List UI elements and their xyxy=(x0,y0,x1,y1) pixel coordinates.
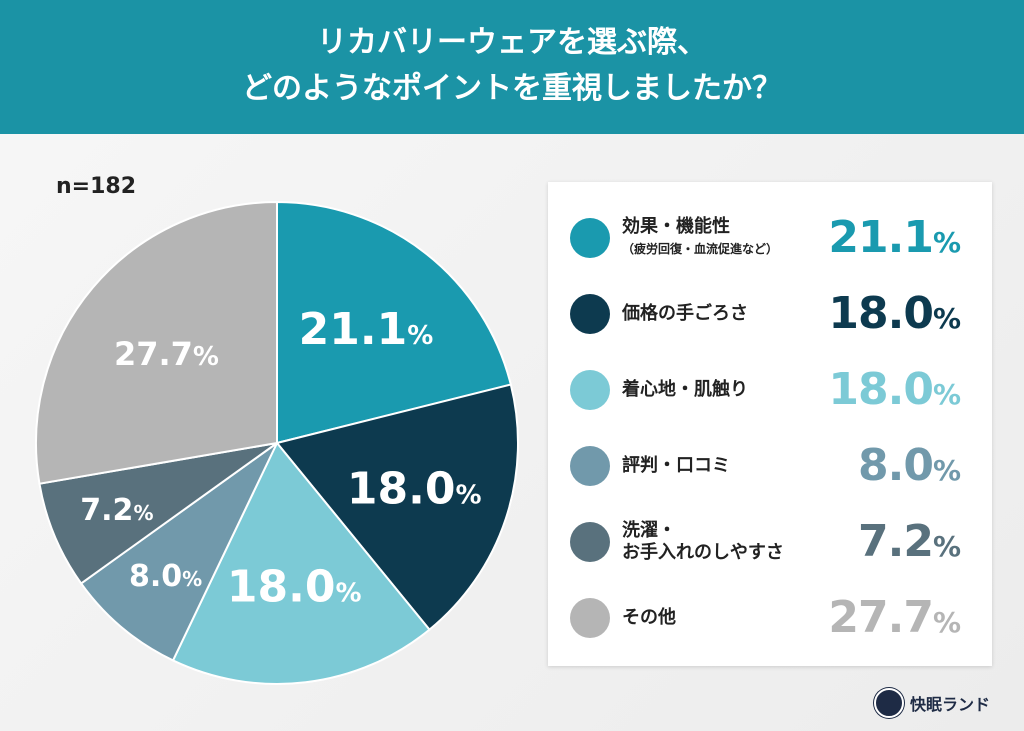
legend-swatch xyxy=(570,598,610,638)
sample-size: n=182 xyxy=(56,174,137,199)
brand-logo: 快眠ランド xyxy=(874,688,990,718)
legend-value: 27.7% xyxy=(828,592,961,643)
pie-slice xyxy=(171,441,431,685)
pie-slice xyxy=(35,200,278,485)
data-label: 27.7% xyxy=(114,335,219,373)
legend-value: 18.0% xyxy=(828,288,961,339)
data-label: 21.1% xyxy=(299,304,434,355)
legend-swatch xyxy=(570,218,610,258)
legend-swatch xyxy=(570,294,610,334)
legend-swatch xyxy=(570,446,610,486)
legend-swatch xyxy=(570,370,610,410)
legend-item: 価格の手ごろさ 18.0% xyxy=(570,284,970,344)
legend-item: 効果・機能性 （疲労回復・血流促進など） 21.1% xyxy=(570,208,970,268)
legend-value: 8.0% xyxy=(857,440,961,491)
legend-item: その他 27.7% xyxy=(570,588,970,648)
brand-name: 快眠ランド xyxy=(910,695,991,714)
pie-slice xyxy=(276,200,513,445)
pie-chart: 21.1%18.0%18.0%8.0%7.2%27.7% xyxy=(35,200,519,685)
title-line-2: どのようなポイントを重視しましたか？ xyxy=(242,71,782,106)
pie-slice xyxy=(38,442,278,585)
legend-value: 18.0% xyxy=(828,364,961,415)
legend: 効果・機能性 （疲労回復・血流促進など） 21.1% 価格の手ごろさ 18.0% 着心地・… xyxy=(548,182,992,666)
legend-label: 価格の手ごろさ xyxy=(622,303,748,324)
legend-swatch xyxy=(570,522,610,562)
pie-slice xyxy=(275,383,519,632)
legend-label: 洗濯・ お手入れのしやすさ xyxy=(622,520,784,563)
legend-value: 21.1% xyxy=(828,212,961,263)
legend-item: 評判・口コミ 8.0% xyxy=(570,436,970,496)
legend-label: 効果・機能性 （疲労回復・血流促進など） xyxy=(622,216,779,256)
pie-slice xyxy=(79,442,278,662)
legend-label: 評判・口コミ xyxy=(622,455,730,476)
legend-item: 洗濯・ お手入れのしやすさ 7.2% xyxy=(570,512,970,572)
title-banner: リカバリーウェアを選ぶ際、 どのようなポイントを重視しましたか？ xyxy=(0,0,1024,134)
legend-item: 着心地・肌触り 18.0% xyxy=(570,360,970,420)
brand-logo-icon xyxy=(874,688,904,718)
legend-label: その他 xyxy=(622,607,676,628)
title-line-1: リカバリーウェアを選ぶ際、 xyxy=(317,25,707,60)
legend-label: 着心地・肌触り xyxy=(622,379,748,400)
legend-value: 7.2% xyxy=(857,516,961,567)
